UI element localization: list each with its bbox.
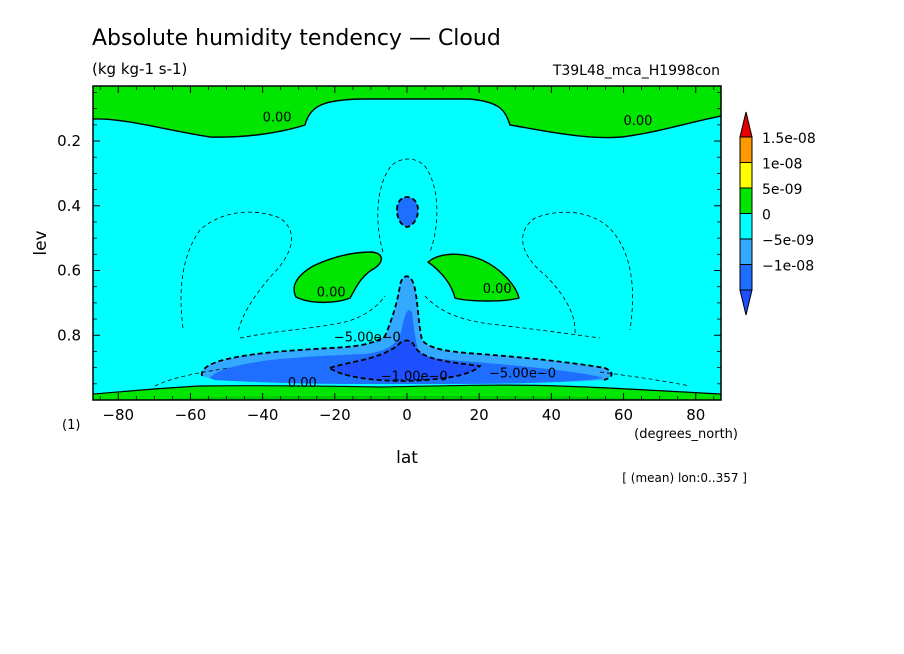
colorbar-box bbox=[739, 162, 753, 189]
y-tick-label: 0.6 bbox=[57, 262, 81, 280]
colorbar-label: −5e-09 bbox=[762, 233, 814, 249]
contour-label: −1.00e−0 bbox=[381, 370, 448, 385]
contour-label: 0.00 bbox=[317, 285, 346, 300]
contour-neg-core bbox=[328, 339, 482, 382]
region-upper-positive bbox=[93, 86, 721, 138]
chart-units: (kg kg-1 s-1) bbox=[92, 60, 187, 78]
colorbar-label: 5e-09 bbox=[762, 182, 802, 198]
y-tick-label: 0.2 bbox=[57, 132, 81, 150]
region-upper-negative-cell bbox=[397, 197, 418, 227]
experiment-label: T39L48_mca_H1998con bbox=[552, 63, 720, 79]
x-tick-label: −80 bbox=[102, 406, 134, 424]
contour-zero-surface bbox=[93, 384, 721, 395]
colorbar-min-arrow bbox=[739, 289, 753, 316]
contour-zero-upper bbox=[93, 98, 721, 139]
contour-weak-outer-sh bbox=[180, 211, 292, 334]
colorbar-label: 0 bbox=[762, 208, 771, 224]
contour-weak-inner-sh bbox=[239, 295, 386, 339]
region-lobe-nh bbox=[428, 254, 519, 301]
contour-label: −5.00e−0 bbox=[334, 331, 401, 346]
colorbar-box bbox=[739, 264, 753, 291]
contour-zero-lobe-nh bbox=[426, 253, 520, 302]
contour-neg-plume bbox=[200, 275, 613, 381]
x-tick-label: −40 bbox=[247, 406, 279, 424]
contour-weak-outer-nh bbox=[522, 211, 633, 334]
region-surface-positive bbox=[93, 385, 721, 400]
x-axis-label: lat bbox=[396, 448, 418, 468]
colorbar-box bbox=[739, 238, 753, 265]
contour-label: −5.00e−0 bbox=[489, 366, 556, 381]
contour-weak-lower-nh bbox=[599, 371, 691, 387]
colorbar-label: −1e-08 bbox=[762, 259, 814, 275]
colorbar-box bbox=[739, 213, 753, 240]
x-tick-label: 40 bbox=[542, 406, 561, 424]
y-axis-units: (1) bbox=[62, 418, 80, 433]
contour-weak-inner-nh bbox=[424, 295, 601, 339]
x-tick-label: 20 bbox=[470, 406, 489, 424]
plot-area bbox=[93, 86, 721, 400]
colorbar-max-arrow bbox=[739, 111, 753, 138]
x-tick-label: 0 bbox=[402, 406, 412, 424]
x-tick-label: 80 bbox=[686, 406, 705, 424]
colorbar-box bbox=[739, 187, 753, 214]
y-axis: 0.2 0.4 0.6 0.8 bbox=[57, 92, 721, 385]
x-tick-label: −60 bbox=[175, 406, 207, 424]
colorbar-label: 1e-08 bbox=[762, 157, 802, 173]
contour-label-layer: 0.00 0.00 0.00 0.00 −5.00e−0 −1.00e−0 −5.00e−0… bbox=[263, 111, 653, 391]
y-tick-label: 0.4 bbox=[57, 197, 81, 215]
x-tick-label: −20 bbox=[319, 406, 351, 424]
region-lobe-sh bbox=[293, 252, 382, 303]
colorbar-box bbox=[739, 136, 753, 163]
chart-title: Absolute humidity tendency — Cloud bbox=[92, 26, 501, 51]
contour-label: 0.00 bbox=[483, 282, 512, 297]
x-axis: −80 −60 −40 −20 0 20 40 60 80 bbox=[99, 86, 715, 424]
colorbar-label: 1.5e-08 bbox=[762, 131, 816, 147]
region-surface-positive-strong bbox=[150, 396, 680, 400]
contour-zero-lobe-sh bbox=[293, 251, 383, 304]
contour-label: 0.00 bbox=[288, 376, 317, 391]
contour-label: 0.00 bbox=[624, 114, 653, 129]
region-equatorial-core bbox=[330, 340, 480, 381]
x-axis-units: (degrees_north) bbox=[634, 427, 738, 442]
x-tick-label: 60 bbox=[614, 406, 633, 424]
contour-label: 0.00 bbox=[263, 111, 292, 126]
y-tick-label: 0.8 bbox=[57, 326, 81, 344]
contour-weak-arch bbox=[377, 158, 438, 253]
footnote: [ (mean) lon:0..357 ] bbox=[622, 471, 747, 485]
colorbar: 1.5e-08 1e-08 5e-09 0 −5e-09 −1e-08 bbox=[739, 111, 816, 316]
y-axis-label: lev bbox=[31, 230, 51, 255]
